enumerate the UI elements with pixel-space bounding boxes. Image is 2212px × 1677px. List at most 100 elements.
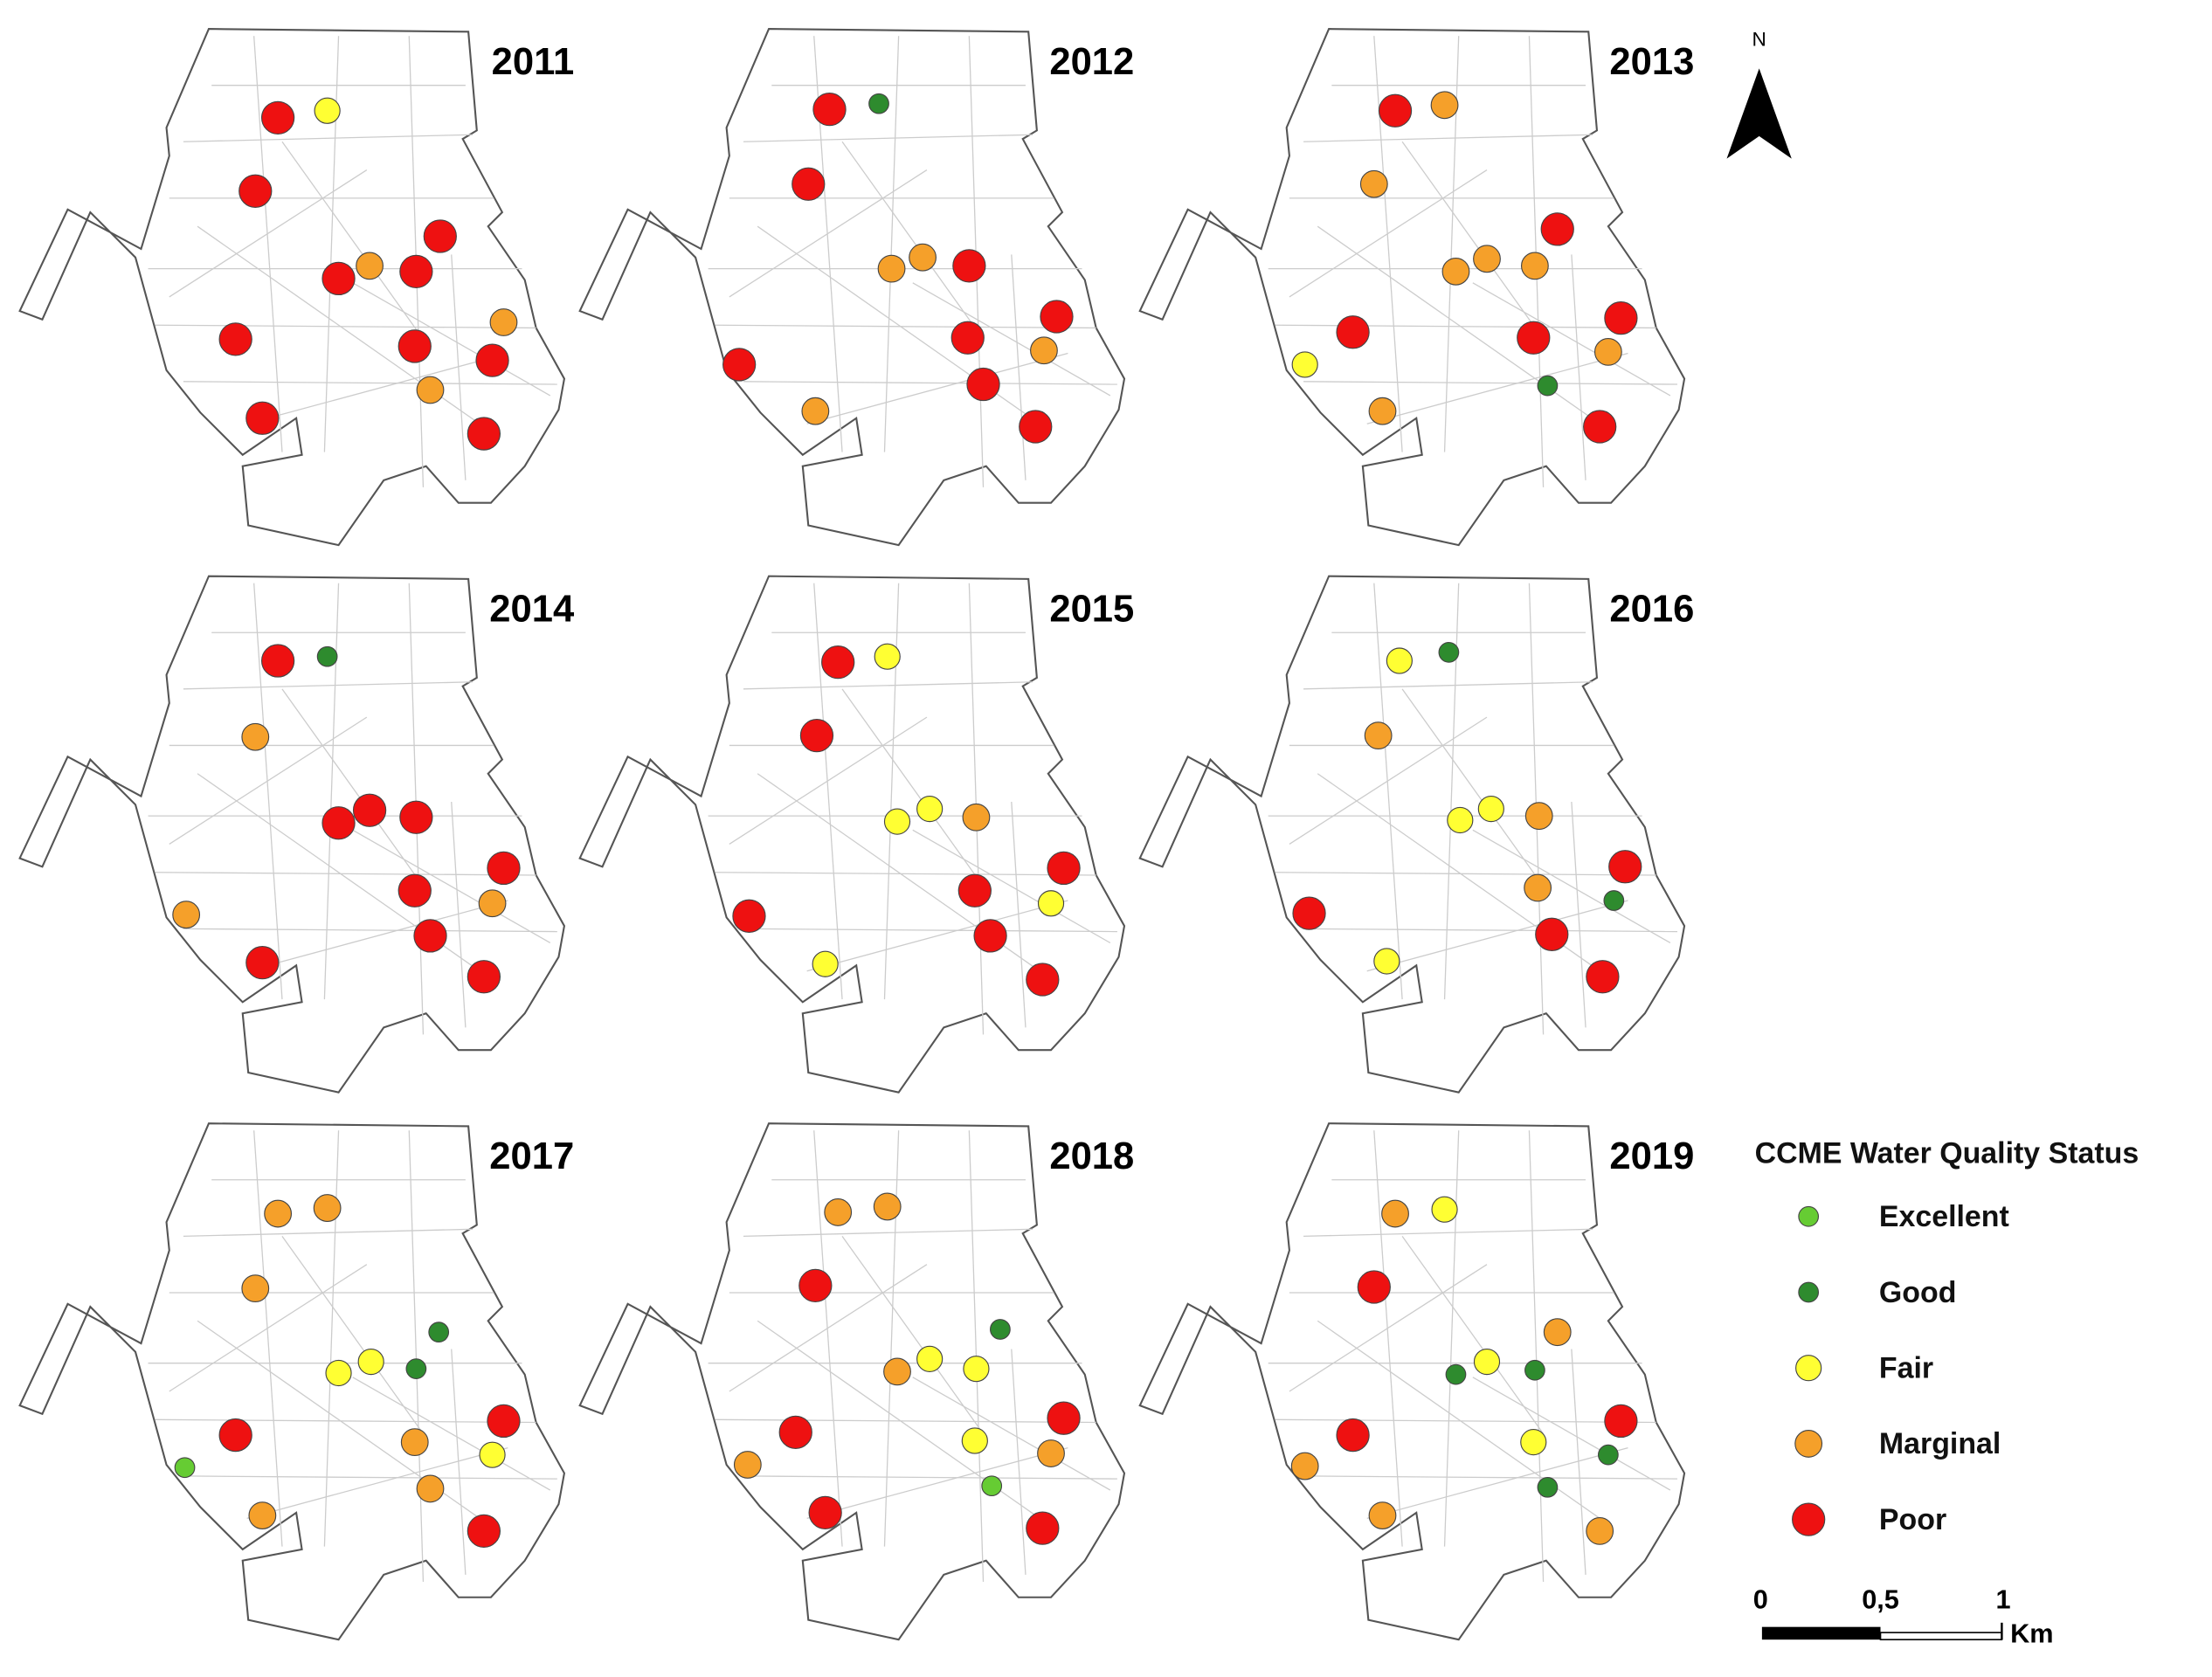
station [733,1451,762,1479]
station [1364,721,1393,750]
station [1593,337,1622,366]
boundary [578,1122,1126,1641]
station [1473,1348,1501,1376]
station [416,376,445,404]
base-map [578,1122,1126,1641]
map-panel: 2016 [1138,575,1694,1094]
station [1583,410,1617,444]
station [722,348,757,382]
street [1571,801,1586,1028]
station [961,1427,988,1454]
legend-label: Excellent [1879,1200,2009,1233]
street [1373,1130,1403,1547]
station [909,243,937,272]
station [877,254,906,283]
street [183,381,557,385]
station [399,254,433,288]
station [352,793,387,827]
scale-black [1761,1626,1881,1640]
station [1368,397,1397,425]
station [1026,1511,1060,1545]
station [791,167,826,201]
street [806,1446,1068,1519]
station [321,806,356,840]
legend-label: Poor [1879,1503,1946,1536]
station [1019,410,1053,444]
station [1030,336,1058,365]
station [1603,890,1625,911]
station [1447,806,1474,834]
station [808,1495,842,1530]
boundary [578,28,1126,547]
street [246,352,508,424]
boundary [18,1122,566,1641]
street [841,688,985,887]
station [245,401,280,435]
street [1366,352,1628,424]
station [313,1194,342,1222]
north-arrow-shape [1726,68,1792,159]
street [806,352,1068,424]
street [246,900,508,972]
street [246,1446,508,1519]
street [841,1235,985,1434]
station [248,1501,277,1530]
station [1540,212,1574,246]
year-title: 2015 [1049,588,1134,630]
station [1378,93,1413,128]
street [1011,254,1027,480]
station [1357,1270,1391,1304]
base-map [18,28,566,547]
boundary [18,575,566,1094]
station [1290,1452,1319,1480]
station [1477,795,1504,823]
station [478,889,507,918]
street [1373,36,1403,452]
street [912,1377,1111,1491]
station [1604,301,1638,335]
station [218,322,252,356]
station [950,321,985,355]
station [356,252,384,280]
station [1381,1199,1409,1228]
legend-label: Fair [1879,1351,1933,1384]
station [357,1348,384,1376]
station [873,1192,902,1221]
street [813,1130,843,1547]
scale-white [1879,1632,2003,1641]
station [1520,252,1549,280]
station [1445,1363,1467,1385]
map-panel: 2013 [1138,28,1694,547]
street [1289,716,1488,845]
year-title: 2019 [1609,1135,1694,1177]
street [743,134,1033,142]
legend-marker [1794,1430,1823,1458]
street [715,872,1096,876]
station [916,1345,944,1372]
year-title: 2013 [1609,41,1694,83]
station [400,1428,429,1457]
map-panel: 2018 [578,1122,1134,1641]
street [183,1475,557,1480]
station [973,919,1007,953]
street [1303,681,1593,690]
station [467,1514,501,1549]
street [1472,282,1671,397]
station [1586,960,1620,994]
street [743,681,1033,690]
street [1472,1377,1671,1491]
street [1366,1446,1628,1519]
street [1303,928,1677,933]
year-title: 2018 [1049,1135,1134,1177]
station [241,1274,270,1303]
station [1037,890,1065,917]
street [841,141,985,340]
boundary [18,28,566,547]
station [413,919,447,953]
station [1037,1439,1065,1467]
station [963,1356,990,1383]
map-panel: 2014 [18,575,574,1094]
street [253,583,283,1000]
station [1336,315,1370,349]
legend-label: Good [1879,1276,1957,1309]
